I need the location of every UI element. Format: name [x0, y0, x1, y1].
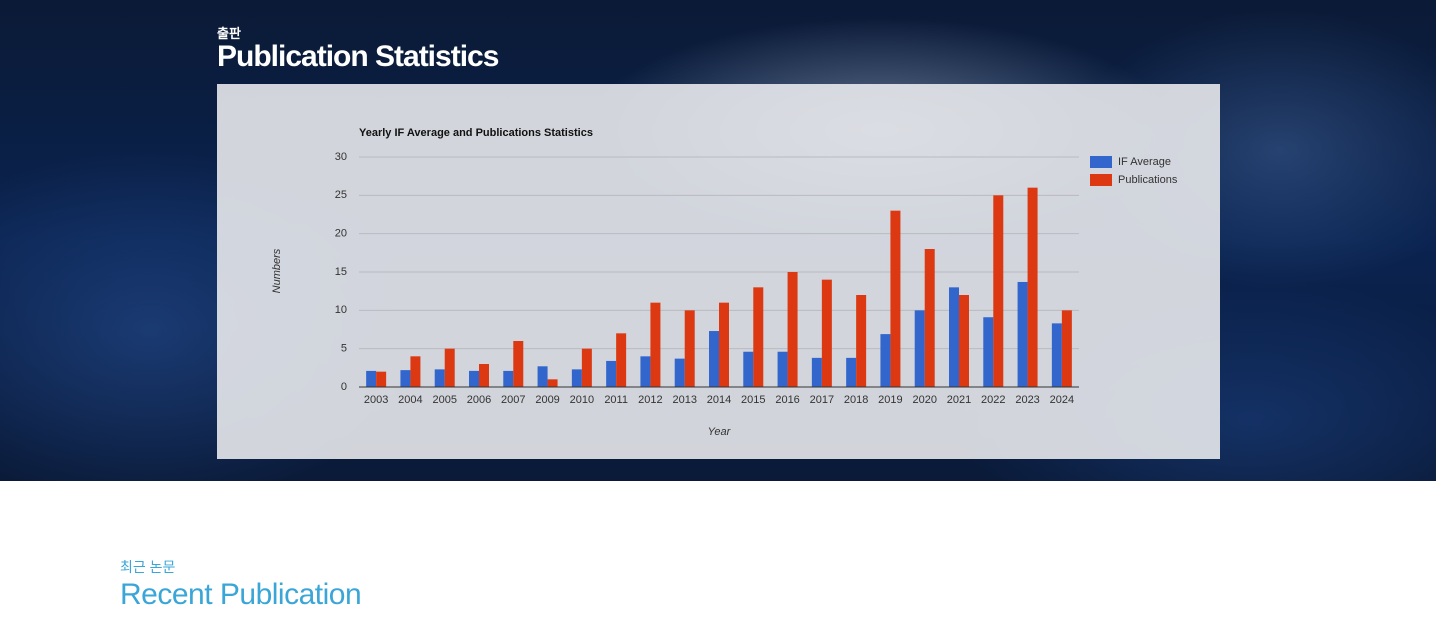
bar	[616, 333, 627, 387]
x-axis-label: Year	[708, 426, 732, 438]
x-tick-label: 2018	[844, 394, 868, 406]
bar	[571, 369, 582, 387]
bar	[503, 370, 514, 387]
bar	[924, 249, 935, 387]
bar	[1017, 281, 1028, 387]
y-tick-label: 0	[341, 381, 347, 393]
bar	[684, 310, 695, 387]
section-kicker: 최근 논문	[120, 559, 176, 575]
y-tick-label: 25	[335, 189, 347, 201]
x-tick-label: 2003	[364, 394, 388, 406]
bar	[787, 272, 798, 387]
hero-kicker: 출판	[217, 26, 241, 41]
y-tick-label: 30	[335, 151, 347, 163]
x-tick-label: 2015	[741, 394, 765, 406]
bar	[959, 295, 969, 387]
bar	[709, 331, 719, 387]
x-tick-label: 2021	[947, 394, 971, 406]
bar	[777, 351, 788, 387]
bar	[606, 360, 617, 387]
bar	[846, 357, 857, 387]
chart-title: Yearly IF Average and Publications Stati…	[359, 127, 593, 139]
hero-banner: 출판 Publication Statistics Yearly IF Aver…	[0, 0, 1436, 481]
y-tick-label: 15	[335, 266, 347, 278]
bar	[547, 379, 558, 387]
bar	[743, 351, 754, 387]
bar	[581, 348, 592, 387]
x-tick-label: 2011	[604, 394, 628, 406]
chart: Yearly IF Average and Publications Stati…	[271, 127, 1178, 438]
hero-title: Publication Statistics	[217, 40, 499, 73]
bar	[983, 317, 994, 387]
bar	[513, 341, 524, 387]
bar	[821, 279, 832, 387]
bar	[993, 195, 1004, 387]
y-tick-label: 10	[335, 304, 347, 316]
x-tick-label: 2017	[810, 394, 834, 406]
section-title: Recent Publication	[120, 578, 362, 611]
bar	[719, 302, 729, 387]
bar	[1051, 323, 1062, 387]
x-tick-label: 2012	[638, 394, 662, 406]
x-tick-label: 2009	[535, 394, 559, 406]
bar	[469, 370, 479, 387]
x-tick-label: 2024	[1050, 394, 1074, 406]
bar	[640, 356, 651, 387]
x-tick-label: 2023	[1015, 394, 1039, 406]
bar	[753, 287, 764, 387]
legend-label: IF Average	[1118, 156, 1171, 168]
bar	[410, 356, 421, 387]
y-tick-label: 5	[341, 343, 347, 355]
y-tick-label: 20	[335, 228, 347, 240]
x-tick-label: 2010	[570, 394, 594, 406]
bar	[650, 302, 661, 387]
bar	[674, 358, 685, 387]
bar	[400, 370, 411, 387]
x-tick-label: 2019	[878, 394, 902, 406]
legend-label: Publications	[1118, 174, 1178, 186]
bar	[366, 370, 377, 387]
x-tick-label: 2006	[467, 394, 491, 406]
x-tick-label: 2004	[398, 394, 422, 406]
x-tick-label: 2007	[501, 394, 525, 406]
bar	[1061, 310, 1072, 387]
bar	[914, 310, 925, 387]
bar	[537, 366, 548, 387]
bar	[434, 369, 445, 387]
bar	[880, 334, 891, 387]
bar	[376, 371, 387, 387]
x-tick-label: 2020	[912, 394, 936, 406]
bar	[949, 287, 959, 387]
bar	[856, 295, 867, 387]
legend-swatch	[1090, 156, 1112, 168]
x-tick-label: 2014	[707, 394, 731, 406]
y-axis-label: Numbers	[271, 248, 283, 293]
legend-swatch	[1090, 174, 1112, 186]
x-tick-label: 2022	[981, 394, 1005, 406]
bar	[811, 357, 822, 387]
x-tick-label: 2016	[775, 394, 799, 406]
bar	[479, 364, 489, 387]
bar	[1027, 187, 1038, 387]
bar	[890, 210, 901, 387]
x-tick-label: 2005	[432, 394, 456, 406]
bar	[444, 348, 455, 387]
chart-panel: Yearly IF Average and Publications Stati…	[217, 84, 1220, 459]
x-tick-label: 2013	[672, 394, 696, 406]
